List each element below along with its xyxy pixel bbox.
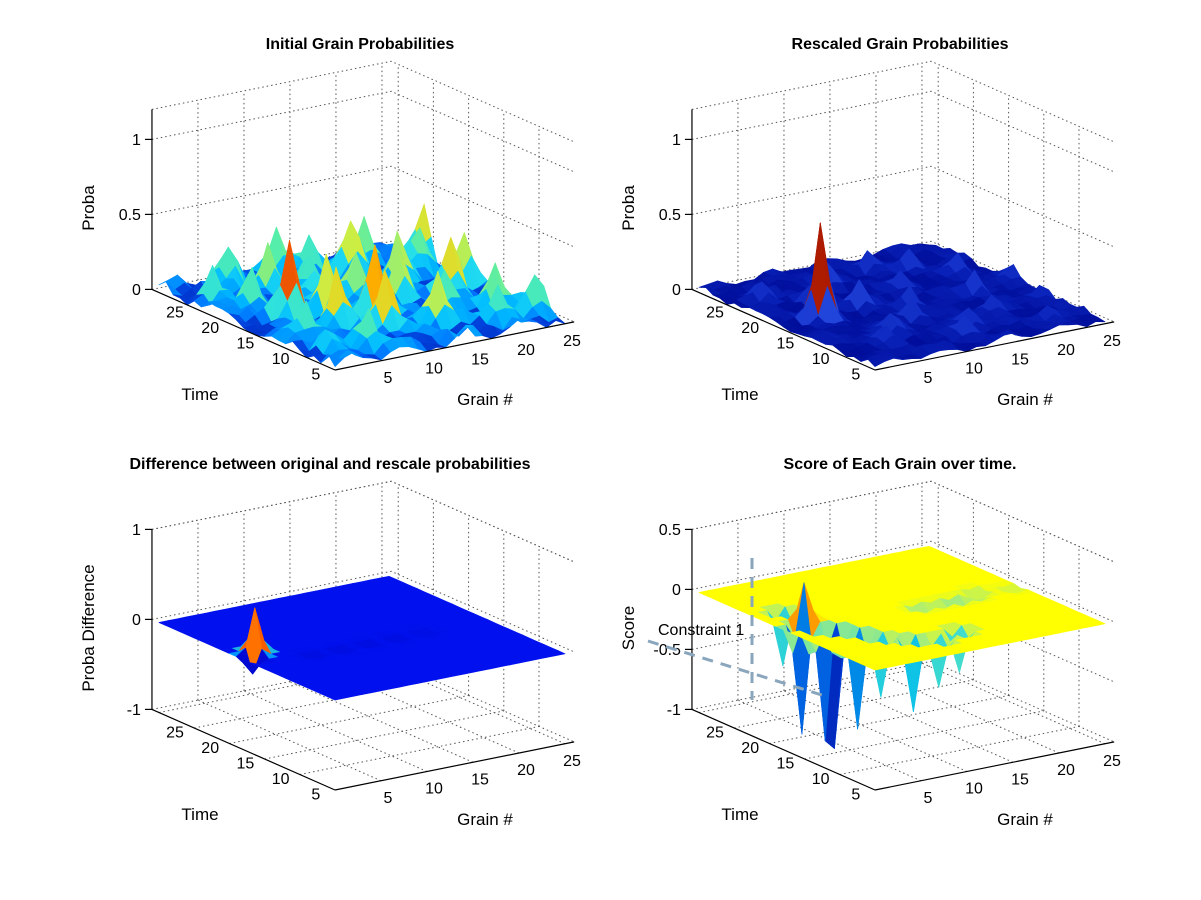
time-tick-label: 20 — [741, 320, 759, 337]
grain-tick-label: 10 — [425, 361, 443, 378]
z-axis-label: Proba — [79, 185, 98, 231]
z-tick-label: 0 — [672, 282, 681, 299]
surface-mesh — [698, 222, 1106, 367]
z-tick-label: 0.5 — [659, 522, 681, 539]
plot-title: Initial Grain Probabilities — [266, 36, 455, 53]
grain-tick-label: 20 — [1057, 342, 1075, 359]
grain-tick-label: 5 — [384, 370, 393, 387]
grain-tick-label: 20 — [1057, 762, 1075, 779]
time-tick-label: 5 — [851, 367, 860, 384]
constraint-annotation: Constraint 1 — [658, 622, 744, 639]
z-tick-label: 1 — [132, 132, 141, 149]
grain-tick-label: 5 — [384, 790, 393, 807]
x-axis-label: Grain # — [997, 810, 1053, 829]
grain-tick-label: 15 — [471, 351, 489, 368]
z-tick-label: -0.5 — [653, 642, 681, 659]
plot-title: Score of Each Grain over time. — [784, 456, 1017, 473]
time-tick-label: 25 — [166, 305, 184, 322]
x-axis-label: Grain # — [997, 390, 1053, 409]
plot-title: Rescaled Grain Probabilities — [792, 36, 1009, 53]
y-axis-label: Time — [721, 385, 758, 404]
time-tick-label: 15 — [237, 336, 255, 353]
surface-mesh — [698, 545, 1106, 749]
subplot-rescaled-grain-probabilities: 0 0.5 1 5 10 15 20 25 5 10 15 20 25 Rescaled Grain P… — [570, 18, 1140, 438]
z-tick-label: 0 — [132, 612, 141, 629]
grain-tick-label: 15 — [1011, 351, 1029, 368]
grain-tick-label: 10 — [425, 781, 443, 798]
time-tick-label: 5 — [311, 787, 320, 804]
z-tick-label: 1 — [132, 522, 141, 539]
grain-tick-label: 25 — [1103, 333, 1121, 350]
grain-tick-label: 20 — [517, 342, 535, 359]
plot-title: Difference between original and rescale … — [129, 456, 530, 473]
time-tick-label: 10 — [812, 351, 830, 368]
y-axis-label: Time — [181, 385, 218, 404]
grain-tick-label: 25 — [563, 333, 581, 350]
subplot-difference-probabilities: -1 0 1 5 10 15 20 25 5 10 15 20 25 Difference betwee… — [30, 438, 600, 858]
grain-tick-label: 25 — [1103, 753, 1121, 770]
time-tick-label: 10 — [272, 351, 290, 368]
subplot-initial-grain-probabilities: 0 0.5 1 5 10 15 20 25 5 10 15 20 25 Initial Grain Pr… — [30, 18, 600, 438]
grain-tick-label: 5 — [924, 790, 933, 807]
grain-tick-label: 10 — [965, 361, 983, 378]
plot-canvas: -1 -0.5 0 0.5 5 10 15 20 25 5 10 15 20 25 — [647, 480, 1121, 807]
surface-mesh — [158, 575, 566, 701]
z-axis-label: Proba Difference — [79, 564, 98, 691]
time-tick-label: 15 — [777, 756, 795, 773]
z-tick-label: 1 — [672, 132, 681, 149]
grain-tick-label: 20 — [517, 762, 535, 779]
z-tick-label: 0 — [132, 282, 141, 299]
time-tick-label: 15 — [777, 336, 795, 353]
z-tick-label: -1 — [127, 702, 141, 719]
grain-tick-label: 15 — [471, 771, 489, 788]
time-tick-label: 20 — [201, 320, 219, 337]
x-axis-label: Grain # — [457, 810, 513, 829]
y-axis-label: Time — [721, 805, 758, 824]
time-tick-label: 10 — [272, 771, 290, 788]
time-tick-label: 25 — [166, 725, 184, 742]
z-tick-label: 0 — [672, 582, 681, 599]
x-axis-label: Grain # — [457, 390, 513, 409]
time-tick-label: 10 — [812, 771, 830, 788]
time-tick-label: 5 — [851, 787, 860, 804]
time-tick-label: 25 — [706, 725, 724, 742]
z-tick-label: -1 — [667, 702, 681, 719]
grain-tick-label: 15 — [1011, 771, 1029, 788]
grain-tick-label: 5 — [924, 370, 933, 387]
time-tick-label: 25 — [706, 305, 724, 322]
z-axis-label: Score — [619, 606, 638, 650]
time-tick-label: 5 — [311, 367, 320, 384]
z-tick-label: 0.5 — [659, 207, 681, 224]
surface-mesh — [158, 203, 566, 367]
grain-tick-label: 25 — [563, 753, 581, 770]
z-tick-label: 0.5 — [119, 207, 141, 224]
z-axis-label: Proba — [619, 185, 638, 231]
surface-plot-score: -1 -0.5 0 0.5 5 10 15 20 25 5 10 15 20 25 Score of Ea… — [619, 456, 1121, 829]
time-tick-label: 20 — [741, 740, 759, 757]
constraint-line — [647, 639, 826, 698]
grain-tick-label: 10 — [965, 781, 983, 798]
time-tick-label: 15 — [237, 756, 255, 773]
time-tick-label: 20 — [201, 740, 219, 757]
y-axis-label: Time — [181, 805, 218, 824]
subplot-score-over-time: -1 -0.5 0 0.5 5 10 15 20 25 5 10 15 20 25 Score of Ea… — [570, 438, 1140, 858]
